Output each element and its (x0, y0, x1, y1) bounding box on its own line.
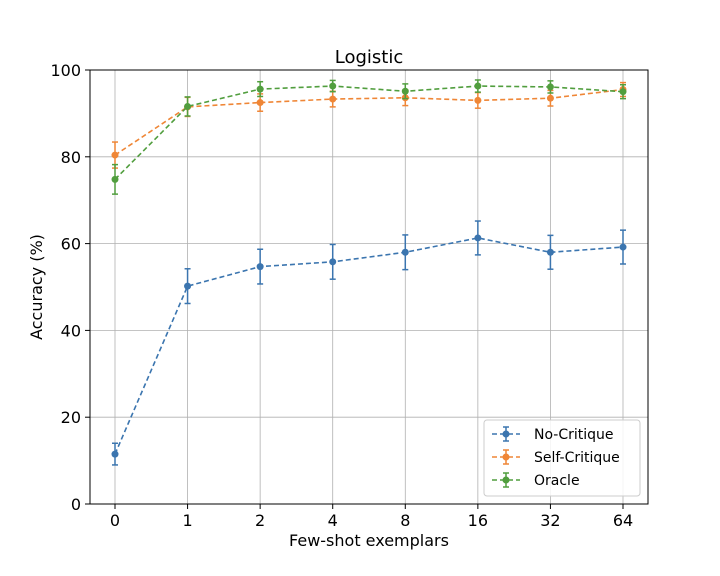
data-point (546, 83, 554, 91)
y-tick-label: 100 (50, 61, 81, 80)
data-point (474, 82, 482, 90)
x-tick-label: 2 (255, 511, 265, 530)
data-point (546, 94, 554, 102)
legend-item: No-Critique (492, 426, 614, 443)
data-point (184, 282, 192, 290)
y-tick-label: 60 (61, 235, 81, 254)
series-no-critique (111, 220, 627, 466)
legend: No-Critique Self-Critique Oracle (483, 419, 641, 497)
y-tick-label: 20 (61, 408, 81, 427)
data-point (256, 263, 264, 271)
data-point (256, 99, 264, 107)
legend-item: Oracle (492, 472, 580, 489)
y-tick-label: 80 (61, 148, 81, 167)
legend-box (483, 419, 641, 497)
data-point (111, 450, 119, 458)
data-point (546, 248, 554, 256)
data-point (401, 87, 409, 95)
legend-label: No-Critique (534, 427, 614, 443)
y-tick-label: 40 (61, 321, 81, 340)
legend-marker (502, 476, 510, 484)
data-point (474, 96, 482, 104)
x-axis-label: Few-shot exemplars (289, 531, 449, 550)
ticks: 0 1 2 4 8 16 32 64 0 20 40 60 80 100 (50, 61, 633, 530)
series-line (114, 85, 624, 180)
data-point (184, 102, 192, 110)
series-layer (111, 79, 627, 466)
legend-label: Oracle (534, 473, 580, 489)
data-point (619, 243, 627, 251)
y-tick-label: 0 (71, 495, 81, 514)
data-point (256, 85, 264, 93)
chart-title: Logistic (335, 47, 403, 68)
data-point (111, 175, 119, 183)
x-tick-label: 8 (400, 511, 410, 530)
x-tick-label: 32 (540, 511, 560, 530)
data-point (401, 248, 409, 256)
series-line (114, 88, 624, 156)
series-oracle (111, 79, 627, 195)
data-point (474, 234, 482, 242)
plot-frame (89, 69, 649, 505)
legend-marker (502, 453, 510, 461)
data-point (619, 88, 627, 96)
x-tick-label: 16 (468, 511, 488, 530)
legend-label: Self-Critique (534, 450, 620, 466)
data-point (329, 95, 337, 103)
legend-item: Self-Critique (492, 449, 620, 466)
x-tick-label: 1 (182, 511, 192, 530)
data-point (111, 151, 119, 159)
y-axis-label: Accuracy (%) (27, 234, 46, 340)
series-self-critique (111, 81, 627, 169)
legend-marker (502, 430, 510, 438)
series-line (114, 237, 624, 455)
x-tick-label: 4 (328, 511, 338, 530)
x-tick-label: 64 (613, 511, 633, 530)
data-point (329, 258, 337, 266)
x-tick-label: 0 (110, 511, 120, 530)
data-point (329, 82, 337, 90)
